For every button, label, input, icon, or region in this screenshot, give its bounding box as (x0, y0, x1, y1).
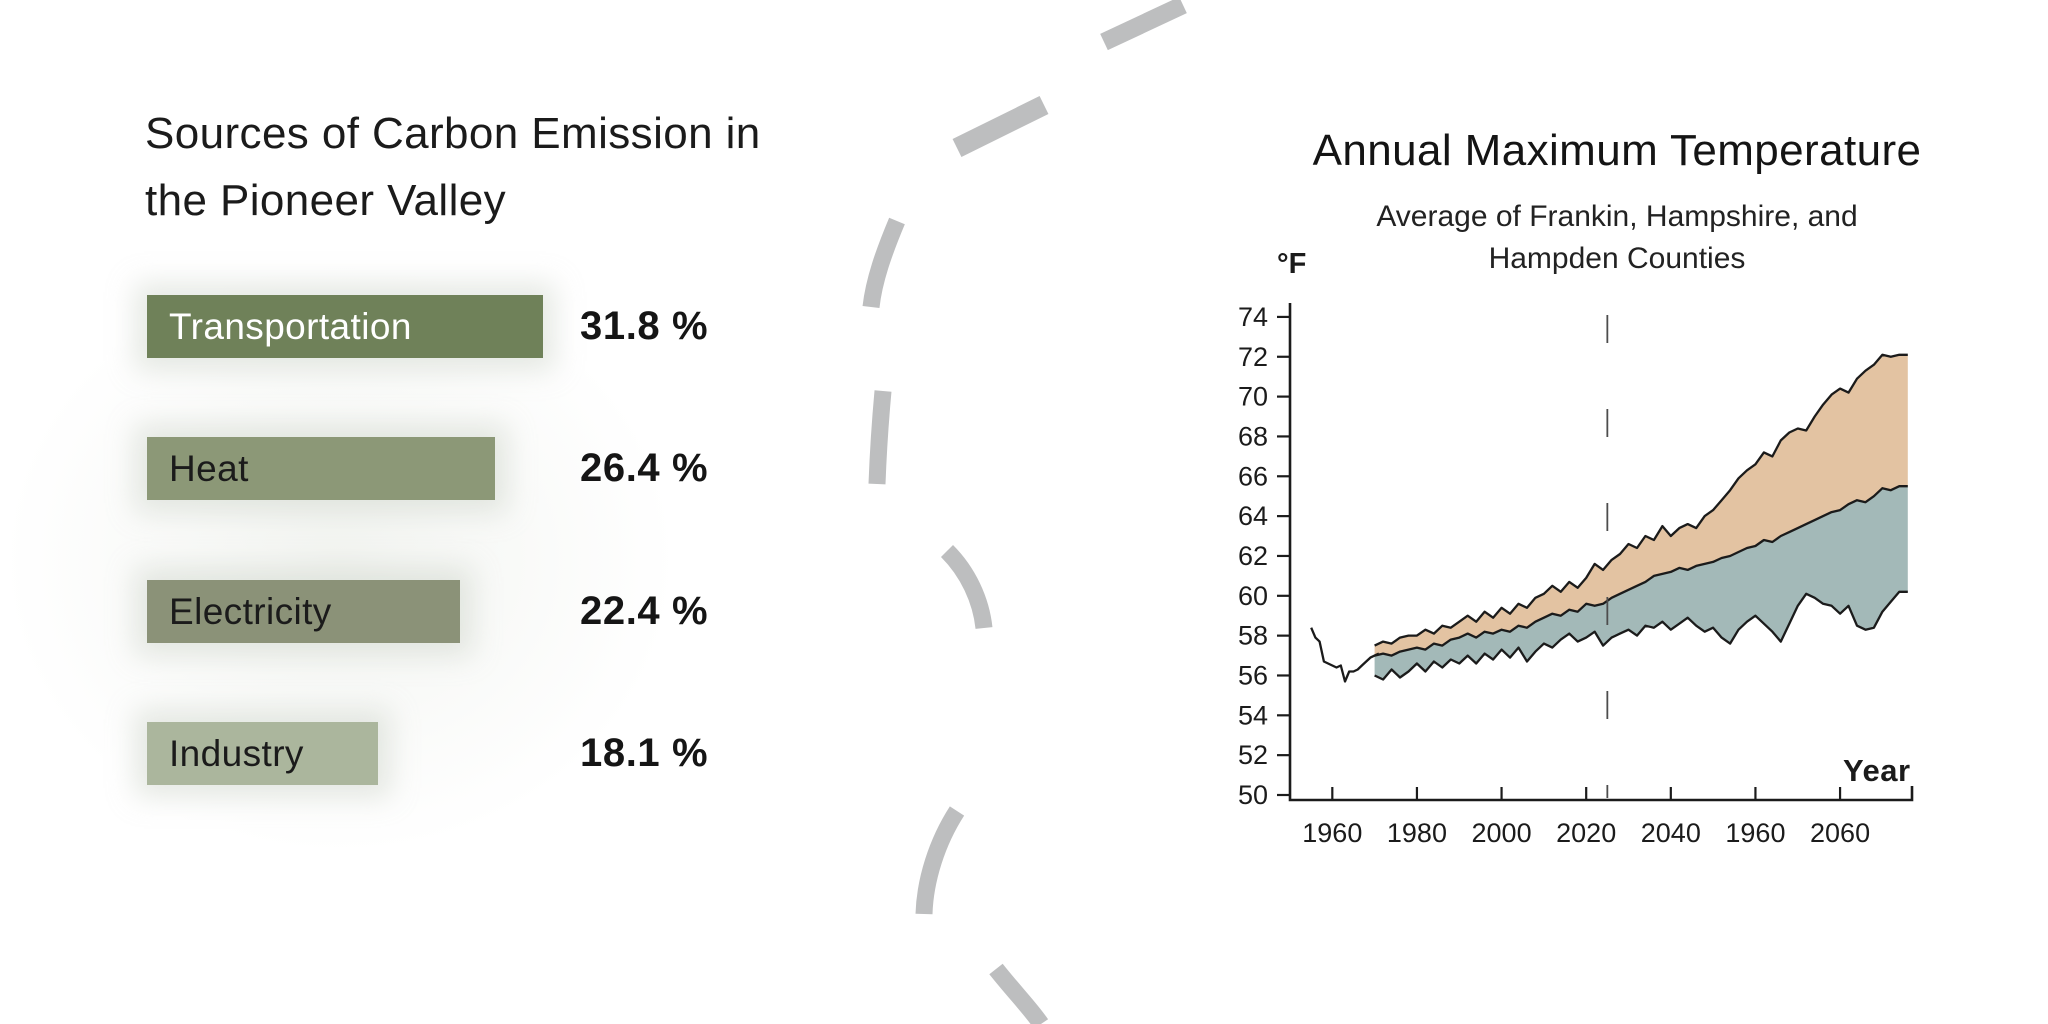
axes (1288, 303, 1914, 802)
emission-bar-label: Industry (169, 732, 304, 774)
emission-bar-value: 31.8 % (580, 304, 709, 348)
line-projection-lower (1374, 590, 1908, 681)
emissions-title-line1: Sources of Carbon Emission in (145, 109, 761, 158)
y-tick-label: 60 (1238, 581, 1268, 611)
y-tick-label: 72 (1238, 342, 1268, 372)
y-tick-label: 74 (1238, 302, 1268, 332)
divider-dash (989, 963, 1049, 1024)
y-tick-label: 66 (1238, 461, 1268, 491)
x-tick-label: 1960 (1302, 818, 1362, 848)
divider-dash (1100, 0, 1187, 51)
x-tick-label: 1980 (1387, 818, 1447, 848)
y-axis-unit-label: °F (1277, 248, 1307, 280)
y-tick-label: 54 (1238, 700, 1268, 730)
divider-dash (915, 806, 965, 915)
emissions-chart-title: Sources of Carbon Emission in the Pionee… (145, 100, 785, 234)
temperature-chart-title: Annual Maximum Temperature (1312, 126, 1922, 175)
y-tick-label: 56 (1238, 660, 1268, 690)
emission-bar-industry: Industry (147, 722, 378, 785)
emissions-title-line2: the Pioneer Valley (145, 176, 507, 225)
y-tick-label: 50 (1238, 780, 1268, 810)
band-lower-projection (1374, 486, 1908, 680)
x-tick-label: 2000 (1472, 818, 1532, 848)
emission-bar-transportation: Transportation (147, 295, 543, 358)
y-tick-label: 52 (1238, 740, 1268, 770)
line-projection-middle (1374, 485, 1908, 657)
emission-bar-label: Electricity (169, 590, 332, 632)
line-projection-upper (1374, 353, 1908, 647)
x-tick-label: 2020 (1556, 818, 1616, 848)
emission-bar-value: 26.4 % (580, 446, 709, 490)
y-tick-label: 64 (1238, 501, 1268, 531)
x-tick-label: 2040 (1641, 818, 1701, 848)
divider-dashed-curve (862, 0, 1187, 1024)
x-tick-label: 1960 (1725, 818, 1785, 848)
emission-bar-label: Heat (169, 447, 249, 489)
line-observed (1310, 627, 1380, 683)
x-tick-label: 2060 (1810, 818, 1870, 848)
subtitle-line1: Average of Frankin, Hampshire, and (1376, 200, 1858, 233)
y-tick-label: 68 (1238, 421, 1268, 451)
y-tick-label: 62 (1238, 541, 1268, 571)
divider-dash (868, 390, 892, 485)
emission-bar-value: 22.4 % (580, 589, 709, 633)
divider-dash (952, 96, 1049, 157)
divider-dash (862, 217, 905, 309)
emission-bar-label: Transportation (169, 305, 412, 347)
emission-bar-heat: Heat (147, 437, 495, 500)
divider-dash (940, 544, 993, 630)
temperature-chart-subtitle: Average of Frankin, Hampshire, and Hampd… (1230, 196, 2004, 280)
x-axis-title: Year (1843, 753, 1911, 788)
y-tick-label: 58 (1238, 621, 1268, 651)
emission-bar-value: 18.1 % (580, 731, 709, 775)
y-tick-label: 70 (1238, 382, 1268, 412)
subtitle-line2: Hampden Counties (1488, 242, 1746, 275)
emission-bar-electricity: Electricity (147, 580, 460, 643)
temperature-chart: 74 72 70 68 66 64 62 60 58 56 54 52 50 1960 1980 2000 20… (1238, 302, 1914, 848)
